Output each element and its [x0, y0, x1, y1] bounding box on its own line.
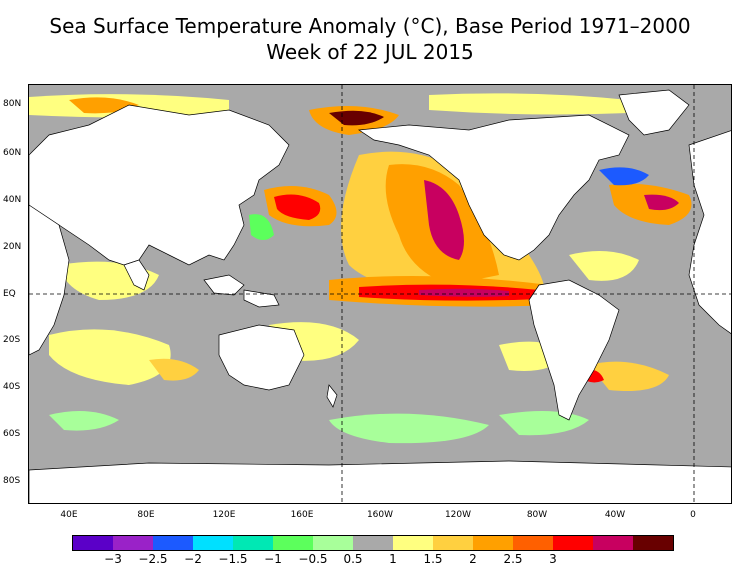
lat-label-eq: EQ [3, 289, 16, 299]
lon-label-120e: 120E [212, 510, 236, 520]
lon-label-160e: 160E [290, 510, 314, 520]
lon-label-40w: 40W [604, 510, 626, 520]
colorbar-swatch [153, 536, 193, 550]
colorbar-tick-label: −0.5 [298, 552, 328, 566]
colorbar-swatch [553, 536, 593, 550]
colorbar-swatch [273, 536, 313, 550]
colorbar-tick-label: 1.5 [423, 552, 443, 566]
colorbar-tick-label: −2 [184, 552, 202, 566]
colorbar-swatch [393, 536, 433, 550]
colorbar-tick-label: 1 [389, 552, 397, 566]
colorbar-swatch [73, 536, 113, 550]
colorbar-tick-label: −3 [104, 552, 122, 566]
colorbar-tick-label: 2 [469, 552, 477, 566]
lat-label-80n: 80N [3, 99, 22, 109]
lat-label-40s: 40S [3, 382, 21, 392]
colorbar-tick-label: −1.5 [218, 552, 248, 566]
lat-label-20n: 20N [3, 242, 22, 252]
lon-label-160w: 160W [366, 510, 394, 520]
colorbar-tick-label: 0.5 [343, 552, 363, 566]
lon-label-120w: 120W [444, 510, 472, 520]
lat-label-60s: 60S [3, 429, 21, 439]
colorbar-swatch [353, 536, 393, 550]
lon-label-40e: 40E [60, 510, 78, 520]
colorbar-swatch [193, 536, 233, 550]
colorbar-swatch [113, 536, 153, 550]
colorbar [72, 535, 674, 551]
colorbar-swatch [233, 536, 273, 550]
colorbar-swatch [313, 536, 353, 550]
lon-label-80e: 80E [137, 510, 155, 520]
colorbar-tick-label: −1 [264, 552, 282, 566]
map-subtitle: Week of 22 JUL 2015 [266, 40, 474, 64]
landmasses [29, 89, 731, 503]
colorbar-swatch [513, 536, 553, 550]
colorbar-swatch [593, 536, 633, 550]
lon-label-0: 0 [690, 510, 696, 520]
colorbar-swatch [433, 536, 473, 550]
sst-anomaly-map [28, 84, 732, 504]
lat-label-60n: 60N [3, 148, 22, 158]
lat-label-40n: 40N [3, 195, 22, 205]
map-title: Sea Surface Temperature Anomaly (°C), Ba… [49, 14, 691, 38]
colorbar-tick-label: −2.5 [138, 552, 168, 566]
colorbar-swatch [633, 536, 673, 550]
lon-label-80w: 80W [526, 510, 548, 520]
lat-label-80s: 80S [3, 476, 21, 486]
colorbar-tick-label: 2.5 [503, 552, 523, 566]
colorbar-tick-label: 3 [549, 552, 557, 566]
colorbar-swatch [473, 536, 513, 550]
lat-label-20s: 20S [3, 335, 21, 345]
